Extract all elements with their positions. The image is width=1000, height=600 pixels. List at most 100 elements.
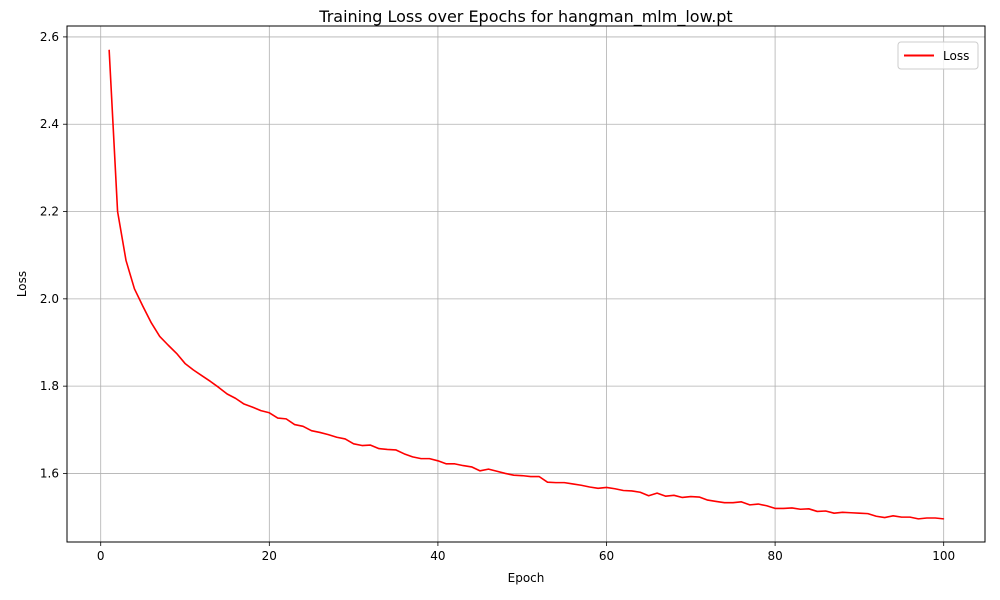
series-layer	[108, 49, 945, 520]
data-point	[774, 507, 776, 509]
data-point	[235, 397, 237, 399]
data-point	[403, 453, 405, 455]
x-axis-label: Epoch	[508, 571, 545, 585]
data-point	[268, 412, 270, 414]
y-axis-label: Loss	[15, 271, 29, 297]
data-point	[791, 507, 793, 509]
data-point	[681, 496, 683, 498]
data-point	[462, 465, 464, 467]
data-point	[799, 508, 801, 510]
data-point	[589, 486, 591, 488]
data-point	[842, 511, 844, 513]
data-point	[108, 49, 110, 51]
y-tick-label: 2.6	[40, 30, 59, 44]
data-point	[496, 470, 498, 472]
data-point	[209, 380, 211, 382]
data-point	[766, 505, 768, 507]
y-axis-ticks: 1.6 1.8 2.0 2.2 2.4 2.6	[40, 30, 67, 480]
data-point	[353, 443, 355, 445]
data-point	[757, 503, 759, 505]
data-point	[201, 375, 203, 377]
data-point	[631, 490, 633, 492]
data-point	[150, 322, 152, 324]
data-point	[319, 431, 321, 433]
series-points	[108, 49, 945, 520]
data-point	[513, 474, 515, 476]
data-point	[530, 476, 532, 478]
data-point	[218, 386, 220, 388]
x-tick-label: 0	[97, 549, 105, 563]
data-point	[159, 335, 161, 337]
data-point	[943, 518, 945, 520]
series-line-loss	[108, 49, 944, 520]
legend-frame	[897, 41, 979, 70]
data-point	[412, 456, 414, 458]
x-tick-label: 20	[262, 549, 277, 563]
x-tick-label: 60	[599, 549, 614, 563]
data-point	[665, 495, 667, 497]
data-point	[614, 488, 616, 490]
data-point	[294, 424, 296, 426]
data-point	[825, 510, 827, 512]
data-point	[606, 486, 607, 488]
plot-frame	[66, 25, 986, 543]
data-point	[740, 501, 742, 503]
data-point	[901, 516, 903, 518]
data-point	[386, 448, 388, 450]
chart-title: Training Loss over Epochs for hangman_ml…	[318, 7, 732, 27]
x-tick-label: 100	[932, 549, 955, 563]
data-point	[656, 492, 658, 494]
data-point	[243, 403, 245, 405]
data-point	[909, 516, 911, 518]
data-point	[833, 512, 835, 514]
y-tick-label: 1.6	[40, 466, 59, 480]
data-point	[808, 508, 810, 510]
data-point	[369, 444, 371, 446]
data-point	[724, 502, 726, 504]
data-point	[749, 504, 751, 506]
data-point	[142, 305, 144, 307]
data-point	[783, 507, 785, 509]
data-point	[917, 518, 919, 520]
data-point	[487, 468, 489, 470]
data-point	[344, 438, 346, 440]
data-point	[690, 496, 692, 498]
data-point	[420, 458, 422, 460]
data-point	[572, 483, 574, 485]
data-point	[176, 352, 178, 354]
data-point	[555, 482, 557, 484]
data-point	[327, 434, 329, 436]
x-tick-label: 40	[430, 549, 445, 563]
data-point	[428, 458, 430, 460]
data-point	[395, 449, 397, 451]
data-point	[648, 495, 650, 497]
data-point	[732, 502, 734, 504]
data-point	[192, 369, 194, 371]
data-point	[361, 445, 363, 447]
data-point	[226, 393, 228, 395]
x-axis-ticks: 0 20 40 60 80 100	[97, 542, 955, 563]
data-point	[445, 463, 447, 465]
data-point	[639, 491, 641, 493]
y-tick-label: 1.8	[40, 379, 59, 393]
legend: Loss	[897, 41, 979, 70]
data-point	[934, 517, 936, 519]
data-point	[260, 410, 262, 412]
y-tick-label: 2.4	[40, 117, 59, 131]
data-point	[538, 476, 540, 478]
data-point	[698, 496, 700, 498]
data-point	[597, 487, 599, 489]
data-point	[547, 481, 548, 483]
data-point	[471, 466, 473, 468]
data-point	[310, 430, 312, 432]
data-point	[521, 475, 523, 477]
data-point	[875, 515, 877, 517]
x-tick-label: 80	[767, 549, 782, 563]
data-point	[816, 510, 818, 512]
data-point	[184, 362, 186, 364]
data-point	[504, 472, 506, 474]
data-point	[892, 515, 894, 517]
